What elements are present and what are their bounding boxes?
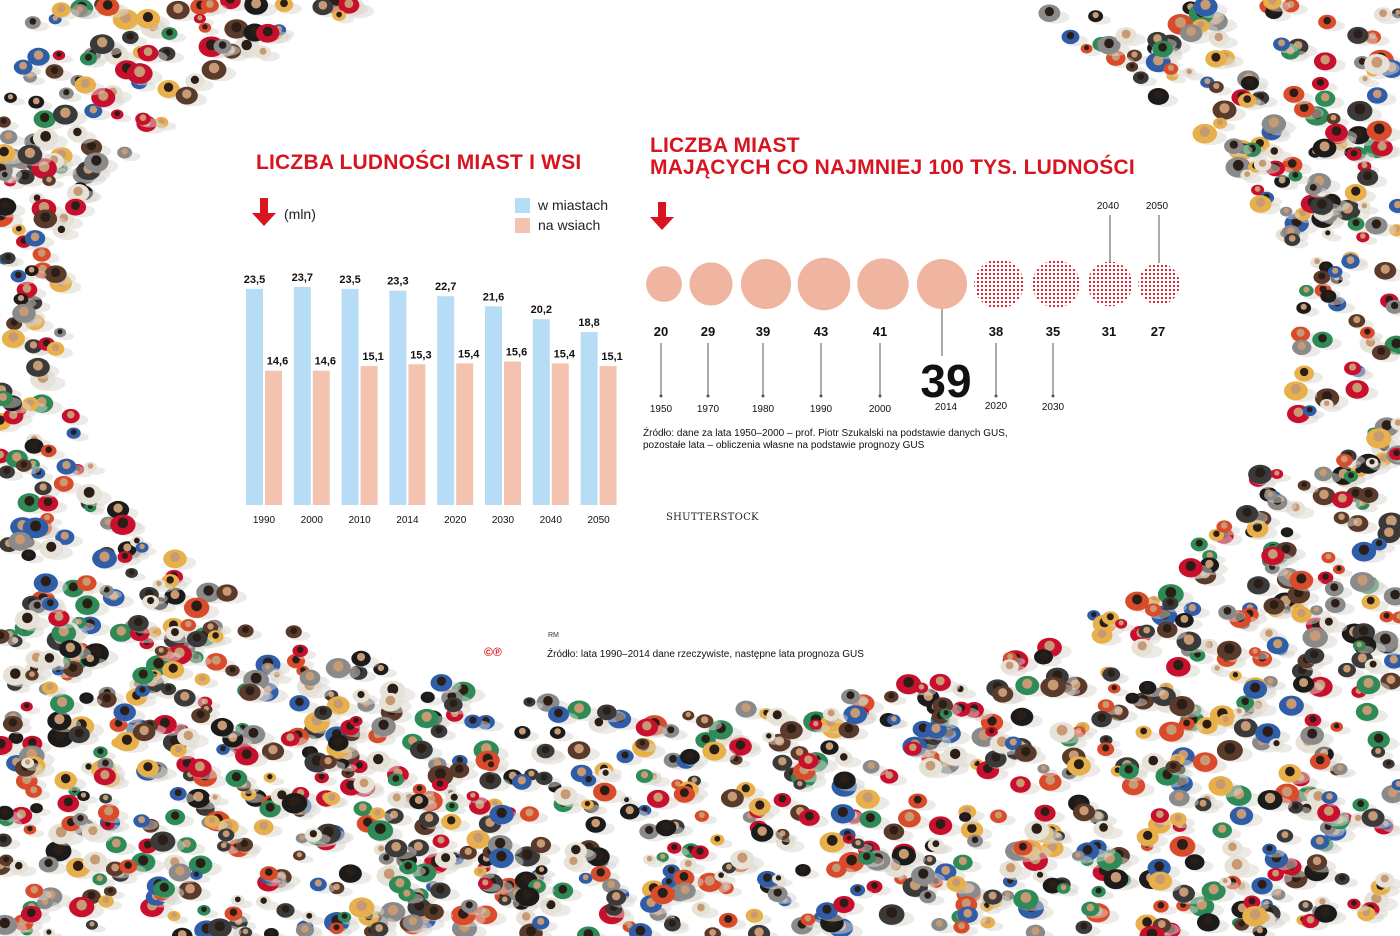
bubble-2050	[1138, 263, 1180, 305]
crowd-person	[0, 116, 19, 131]
crowd-person	[735, 700, 766, 720]
year-label-1980: 1980	[752, 404, 775, 415]
crowd-person	[1357, 168, 1388, 188]
crowd-person	[197, 904, 219, 919]
leader-dot-2020	[994, 394, 998, 398]
crowd-person	[567, 741, 600, 762]
crowd-person	[45, 840, 82, 863]
bubble-value-1990: 43	[814, 324, 828, 339]
publisher-logo: ©℗	[484, 645, 502, 659]
bubble-value-2014: 39	[920, 355, 971, 407]
bubble-chart-source-line-2: pozostałe lata – obliczenia własne na po…	[643, 440, 925, 451]
crowd-person	[1229, 670, 1250, 684]
crowd-person	[931, 918, 956, 934]
crowd-person	[1361, 594, 1389, 612]
crowd-person	[884, 690, 907, 706]
year-label-2000: 2000	[869, 404, 892, 415]
crowd-person	[878, 904, 915, 927]
crowd-person	[1034, 804, 1065, 824]
bubble-2040	[1087, 261, 1133, 307]
year-label-2050: 2050	[1146, 201, 1169, 212]
year-label-2020: 2020	[985, 401, 1008, 412]
crowd-person	[830, 804, 865, 826]
author-initials: RM	[548, 632, 559, 639]
bubble-value-1950: 20	[654, 324, 668, 339]
crowd-person	[23, 824, 45, 838]
crowd-person	[237, 624, 263, 640]
crowd-person	[1039, 772, 1071, 793]
bubble-value-2000: 41	[873, 324, 887, 339]
bubble-2020	[974, 259, 1024, 309]
crowd-person	[1126, 49, 1151, 65]
crowd-person	[1321, 551, 1344, 566]
crowd-person	[1274, 174, 1299, 191]
bubble-2030	[1032, 260, 1080, 308]
crowd-person	[662, 724, 688, 741]
crowd-person	[585, 816, 616, 835]
bubble-value-1980: 39	[756, 324, 770, 339]
crowd-person	[549, 726, 574, 742]
leader-dot-2030	[1051, 394, 1055, 398]
leader-dot-1980	[761, 394, 765, 398]
bar-chart-source: Źródło: lata 1990–2014 dane rzeczywiste,…	[547, 649, 864, 660]
year-label-1970: 1970	[697, 404, 720, 415]
year-label-2030: 2030	[1042, 402, 1065, 413]
crowd-person	[1373, 7, 1400, 25]
bubble-1980	[740, 258, 792, 310]
crowd-person	[0, 465, 24, 481]
bubble-value-2020: 38	[989, 324, 1003, 339]
bubble-value-1970: 29	[701, 324, 715, 339]
year-label-1950: 1950	[650, 404, 673, 415]
crowd-person	[85, 920, 106, 933]
crowd-person	[52, 104, 88, 127]
bubble-chart-source: Źródło: dane za lata 1950–2000 – prof. P…	[643, 428, 1008, 452]
bubble-value-2040: 31	[1102, 324, 1116, 339]
crowd-person	[309, 877, 336, 894]
crowd-person	[1314, 466, 1342, 484]
bubble-1990	[797, 257, 851, 311]
bubble-1950	[646, 266, 682, 302]
crowd-person	[16, 281, 47, 301]
bubble-value-2050: 27	[1151, 324, 1165, 339]
crowd-person	[117, 146, 141, 162]
crowd-person	[1326, 113, 1349, 127]
crowd-person	[27, 47, 60, 68]
crowd-person	[163, 549, 197, 570]
crowd-person	[1153, 900, 1178, 915]
crowd-person	[704, 927, 729, 936]
crowd-person	[990, 809, 1016, 826]
bubble-2014	[916, 258, 968, 310]
crowd-person	[1388, 198, 1400, 215]
crowd-person	[1366, 428, 1400, 450]
bubble-value-2030: 35	[1046, 324, 1060, 339]
crowd-person	[32, 247, 60, 264]
crowd-person	[1311, 76, 1338, 93]
crowd-person	[101, 819, 123, 833]
leader-dot-1970	[706, 394, 710, 398]
year-label-2014: 2014	[935, 402, 958, 413]
leader-dot-1950	[659, 394, 663, 398]
bubble-2000	[857, 258, 909, 310]
crowd-person	[37, 495, 68, 514]
crowd-person	[66, 427, 89, 442]
crowd-person	[166, 0, 200, 22]
crowd-person	[1107, 683, 1129, 697]
bubble-1970	[689, 262, 733, 306]
leader-dot-2000	[878, 394, 882, 398]
photo-credit: SHUTTERSTOCK	[666, 512, 759, 523]
crowd-person	[1278, 695, 1314, 718]
crowd-person	[1348, 314, 1374, 330]
year-label-2040: 2040	[1097, 201, 1120, 212]
bubble-chart-source-line-1: Źródło: dane za lata 1950–2000 – prof. P…	[643, 428, 1008, 439]
crowd-person	[263, 772, 285, 786]
leader-dot-1990	[819, 394, 823, 398]
crowd-person	[256, 895, 280, 911]
year-label-1990: 1990	[810, 404, 833, 415]
crowd-person	[314, 771, 338, 786]
